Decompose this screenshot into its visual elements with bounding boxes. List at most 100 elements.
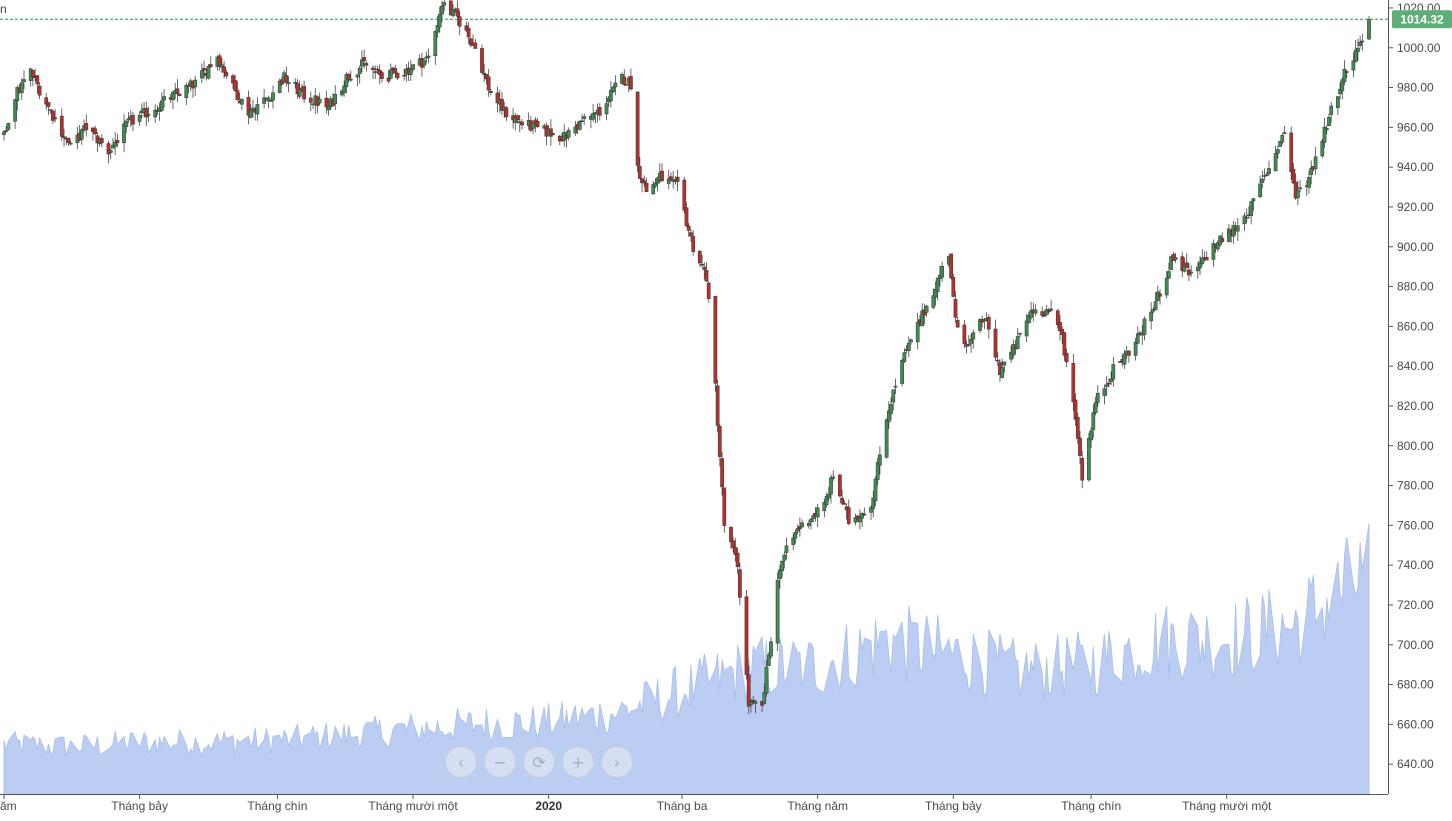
candle <box>1122 349 1127 369</box>
candle <box>93 125 97 136</box>
candle <box>1044 305 1049 316</box>
candle-body-up <box>1280 134 1285 143</box>
candle <box>1075 412 1080 444</box>
candle <box>920 303 925 327</box>
candle <box>1227 223 1231 243</box>
candle-body-down <box>386 77 391 82</box>
candle <box>1293 173 1298 200</box>
zoom-in-button[interactable]: + <box>562 746 594 778</box>
candle-body-up <box>566 130 571 138</box>
candle <box>6 122 11 131</box>
candle <box>900 359 904 387</box>
candle-body-up <box>297 89 302 97</box>
candle-body-down <box>500 99 504 111</box>
candle-body-up <box>791 537 796 545</box>
candle <box>1235 217 1240 241</box>
last-price-tag-bg <box>1392 10 1452 29</box>
candle-body-up <box>915 322 920 343</box>
candle <box>766 652 771 666</box>
candle <box>271 85 275 109</box>
candle <box>609 80 613 108</box>
candle <box>222 60 226 79</box>
candle-body-up <box>435 25 440 33</box>
candle-body-down <box>702 266 707 270</box>
candle-body-up <box>920 310 925 327</box>
candle-body-down <box>59 115 64 137</box>
candle-body-up <box>909 339 913 343</box>
candle <box>422 57 427 69</box>
candle <box>704 262 709 282</box>
candle-body-down <box>1158 293 1162 297</box>
candle-body-down <box>375 68 380 71</box>
candle-body-up <box>342 85 346 93</box>
y-tick-label: 760.00 <box>1397 518 1434 532</box>
candle <box>111 137 115 149</box>
candle <box>566 127 571 141</box>
candle <box>713 295 718 392</box>
candle-body-up <box>1327 117 1331 126</box>
candle <box>966 335 971 347</box>
scroll-left-button[interactable]: ‹ <box>445 746 477 778</box>
candle-body-up <box>251 107 255 110</box>
candle-body-down <box>686 225 691 231</box>
candle <box>184 82 189 105</box>
candle-body-up <box>1189 271 1193 274</box>
candle-body-down <box>697 250 702 264</box>
candle-body-down <box>738 569 742 598</box>
candle-body-down <box>838 474 842 497</box>
candle-body-down <box>246 97 251 116</box>
candle-body-up <box>1027 314 1031 324</box>
candle-body-up <box>935 277 940 292</box>
candle-body-down <box>295 83 300 95</box>
candle <box>780 560 784 578</box>
candle-body-up <box>1142 318 1147 335</box>
candle <box>1167 262 1171 279</box>
candle <box>1358 35 1362 49</box>
candle-body-up <box>1340 79 1345 92</box>
candle-body-up <box>1153 301 1158 311</box>
candle-body-down <box>217 55 222 67</box>
candle <box>235 81 240 101</box>
candle <box>46 102 51 115</box>
candle <box>684 202 689 228</box>
candle-body-down <box>1107 382 1111 385</box>
candle-body-down <box>1204 257 1209 261</box>
candle-body-down <box>84 123 89 131</box>
candle-body-up <box>433 31 438 56</box>
candle <box>746 665 751 715</box>
candle-body-up <box>1042 315 1047 317</box>
candle <box>1164 270 1169 299</box>
candle <box>749 698 753 713</box>
candle <box>255 97 260 121</box>
candle <box>504 106 509 122</box>
candle-body-down <box>689 232 693 237</box>
scroll-right-button[interactable]: › <box>601 746 633 778</box>
candle-body-up <box>611 86 615 92</box>
candle-body-up <box>266 97 271 102</box>
candle-body-up <box>1002 361 1007 366</box>
candle-body-up <box>220 64 224 68</box>
candle <box>1080 450 1085 489</box>
reset-zoom-button[interactable]: ⟳ <box>523 746 555 778</box>
candle <box>1289 126 1294 180</box>
candle <box>99 134 104 148</box>
candle <box>557 134 562 146</box>
candle-body-down <box>231 75 235 84</box>
candle-body-up <box>1033 309 1038 314</box>
candle <box>686 223 691 237</box>
candle-body-up <box>749 701 753 705</box>
candle <box>962 319 967 348</box>
candle-body-up <box>206 66 211 79</box>
candle <box>513 113 518 131</box>
candle-body-down <box>1080 458 1085 481</box>
zoom-out-button[interactable]: − <box>484 746 516 778</box>
candle <box>1118 361 1122 363</box>
candle-body-up <box>891 389 896 403</box>
candle-body-down <box>624 84 629 86</box>
candle <box>286 76 291 93</box>
candle-body-down <box>962 324 967 345</box>
candle-body-up <box>1164 278 1169 296</box>
candle <box>1249 200 1254 225</box>
